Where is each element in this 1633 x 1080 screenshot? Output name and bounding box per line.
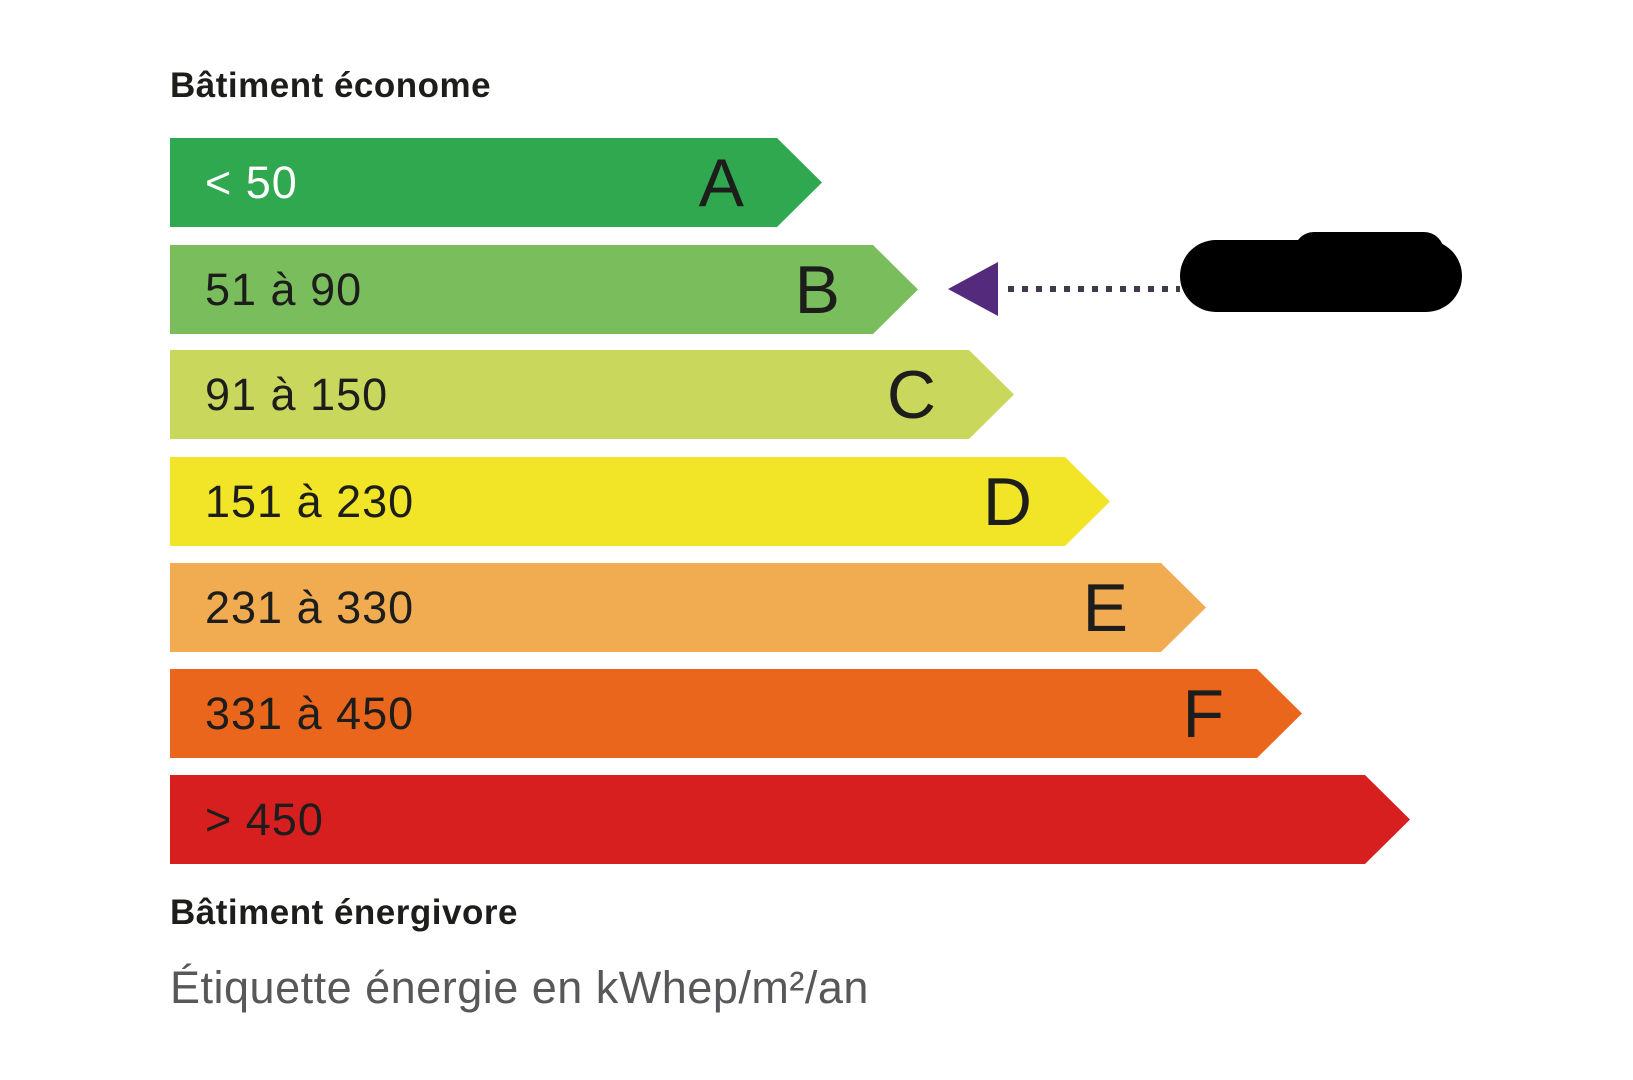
range-label: 151 à 230 bbox=[205, 475, 415, 527]
redacted-value-blob bbox=[1180, 232, 1462, 312]
range-label: 231 à 330 bbox=[205, 581, 415, 633]
energy-bar-row-A: < 50 A bbox=[170, 138, 822, 227]
class-letter: F bbox=[1182, 675, 1224, 752]
range-label: 91 à 150 bbox=[205, 368, 389, 420]
class-letter: B bbox=[794, 251, 840, 328]
energy-bar-row-D: 151 à 230 D bbox=[170, 457, 1110, 546]
energy-bar-row-F: 331 à 450 F bbox=[170, 669, 1302, 758]
range-label: 51 à 90 bbox=[205, 263, 363, 315]
energy-bar-row-C: 91 à 150 C bbox=[170, 350, 1014, 439]
class-letter: A bbox=[698, 144, 744, 221]
energy-label-caption: Étiquette énergie en kWhep/m²/an bbox=[170, 962, 869, 1013]
class-letter: E bbox=[1082, 569, 1128, 646]
range-label: > 450 bbox=[205, 793, 324, 845]
energy-bar-row-E: 231 à 330 E bbox=[170, 563, 1206, 652]
class-letter: C bbox=[886, 356, 936, 433]
class-letter: D bbox=[982, 463, 1032, 540]
range-label: < 50 bbox=[205, 156, 298, 208]
energy-bar-row-G: > 450 bbox=[170, 775, 1410, 864]
range-label: 331 à 450 bbox=[205, 687, 415, 739]
dotted-connector-line bbox=[1008, 286, 1180, 292]
selected-class-arrow-icon bbox=[948, 262, 998, 316]
label-batiment-energivore: Bâtiment énergivore bbox=[170, 893, 518, 932]
label-batiment-econome: Bâtiment économe bbox=[170, 66, 492, 105]
energy-bar-row-B: 51 à 90 B bbox=[170, 245, 918, 334]
